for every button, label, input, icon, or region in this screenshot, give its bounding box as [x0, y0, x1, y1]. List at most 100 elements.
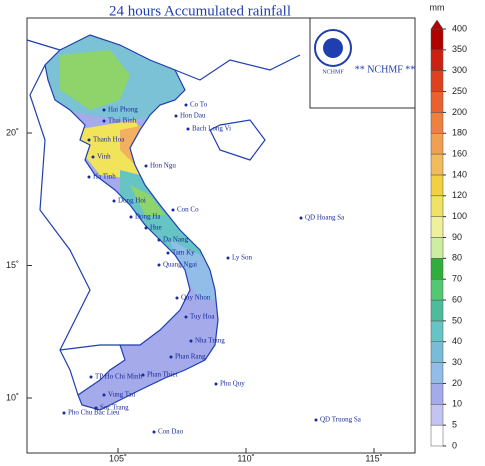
place-label: Thai Binh	[108, 117, 137, 125]
place-dot	[157, 238, 161, 242]
colorbar-unit: mm	[430, 2, 445, 12]
place-dot	[189, 339, 193, 343]
colorbar-segment	[430, 320, 444, 342]
place-label: Dong Ha	[135, 213, 161, 221]
place-dot	[87, 175, 91, 179]
colorbar-segment	[430, 133, 444, 155]
place-label: Con Co	[177, 206, 199, 214]
place-dot	[214, 382, 218, 386]
colorbar-segment	[430, 404, 444, 426]
place-dot	[129, 215, 133, 219]
colorbar-tick-label: 30	[452, 357, 462, 367]
colorbar-tick-label: 5	[452, 420, 457, 430]
place-dot	[144, 226, 148, 230]
colorbar-tick-label: 300	[452, 65, 467, 75]
lon-tick-label: 110˚	[237, 453, 254, 463]
place-label: Hai Phong	[108, 106, 138, 114]
place-label: QD Hoang Sa	[305, 214, 345, 222]
colorbar-segment	[430, 49, 444, 71]
colorbar-tick-label: 70	[452, 274, 462, 284]
colorbar-segment	[430, 278, 444, 301]
colorbar-segment	[430, 237, 444, 259]
place-dot	[62, 411, 66, 415]
place-label: Soc Trang	[100, 404, 129, 412]
place-dot	[157, 263, 161, 267]
title: 24 hours Accumulated rainfall	[109, 3, 291, 19]
colorbar-segment	[430, 91, 444, 113]
place-label: Nha Trang	[195, 337, 225, 345]
lat-tick-label: 15˚	[6, 260, 19, 270]
place-label: QD Truong Sa	[320, 416, 362, 424]
colorbar-tick-label: 200	[452, 107, 467, 117]
place-dot	[299, 216, 303, 220]
colorbar-segment	[430, 216, 444, 238]
place-label: Vung Tau	[108, 391, 136, 399]
colorbar-segment	[430, 362, 444, 384]
lon-tick-label: 115˚	[365, 453, 382, 463]
place-label: Da Nang	[163, 236, 189, 244]
logo-icon	[323, 38, 343, 58]
place-dot	[184, 103, 188, 107]
colorbar-segment	[430, 258, 444, 280]
colorbar-segment	[430, 70, 444, 92]
place-dot	[102, 108, 106, 112]
colorbar-tick-label: 400	[452, 23, 467, 33]
place-dot	[87, 138, 91, 142]
lon-tick-label: 105˚	[109, 453, 127, 463]
colorbar-segment	[430, 299, 444, 322]
place-dot	[186, 127, 190, 131]
place-dot	[184, 315, 188, 319]
colorbar-tick-label: 250	[452, 86, 467, 96]
colorbar-segment	[430, 112, 444, 134]
colorbar-tick-label: 10	[452, 399, 462, 409]
logo-caption: ** NCHMF **	[355, 64, 416, 75]
place-dot	[171, 208, 175, 212]
place-label: Vinh	[97, 153, 111, 161]
place-label: Pho Chu Bac Lieu	[68, 409, 120, 417]
place-label: Hon Dau	[180, 112, 206, 120]
place-dot	[226, 256, 230, 260]
colorbar-segment	[430, 153, 444, 176]
place-label: TP Ho Chi Minh	[95, 373, 142, 381]
place-dot	[112, 199, 116, 203]
logo-label: NCHMF	[322, 69, 344, 75]
colorbar-tick-label: 50	[452, 315, 462, 325]
lat-tick-label: 20˚	[6, 127, 19, 137]
place-label: Hue	[150, 224, 162, 232]
place-dot	[314, 418, 318, 422]
colorbar-tick-label: 90	[452, 232, 462, 242]
colorbar-segment	[430, 28, 444, 51]
colorbar-tick-label: 40	[452, 336, 462, 346]
place-dot	[152, 430, 156, 434]
place-label: Ha Tinh	[93, 173, 116, 181]
colorbar-segment	[430, 383, 444, 405]
colorbar-tick-label: 80	[452, 253, 462, 263]
place-label: Quang Ngai	[163, 261, 197, 269]
place-label: Ly Son	[232, 254, 253, 262]
place-label: Bach Long Vi	[192, 125, 231, 133]
place-label: Co To	[190, 101, 208, 109]
place-label: Phu Quy	[220, 380, 245, 388]
place-dot	[174, 114, 178, 118]
place-dot	[91, 155, 95, 159]
place-dot	[102, 119, 106, 123]
lat-tick-label: 10˚	[6, 392, 19, 402]
colorbar-tick-label: 140	[452, 169, 467, 179]
place-dot	[166, 251, 170, 255]
place-label: Hon Ngu	[150, 162, 176, 170]
place-label: Tuy Hoa	[190, 313, 215, 321]
colorbar-segment	[430, 195, 444, 217]
colorbar-segment	[430, 174, 444, 197]
place-label: Quy Nhon	[181, 294, 211, 302]
place-dot	[169, 355, 173, 359]
colorbar-segment	[430, 424, 444, 447]
colorbar-tick-label: 160	[452, 148, 467, 158]
place-label: Dong Hoi	[118, 197, 146, 205]
place-dot	[94, 406, 98, 410]
place-label: Tam Ky	[172, 249, 195, 257]
place-dot	[141, 373, 145, 377]
colorbar-arrow	[430, 19, 444, 30]
colorbar-tick-label: 120	[452, 190, 467, 200]
colorbar-segment	[430, 341, 444, 363]
